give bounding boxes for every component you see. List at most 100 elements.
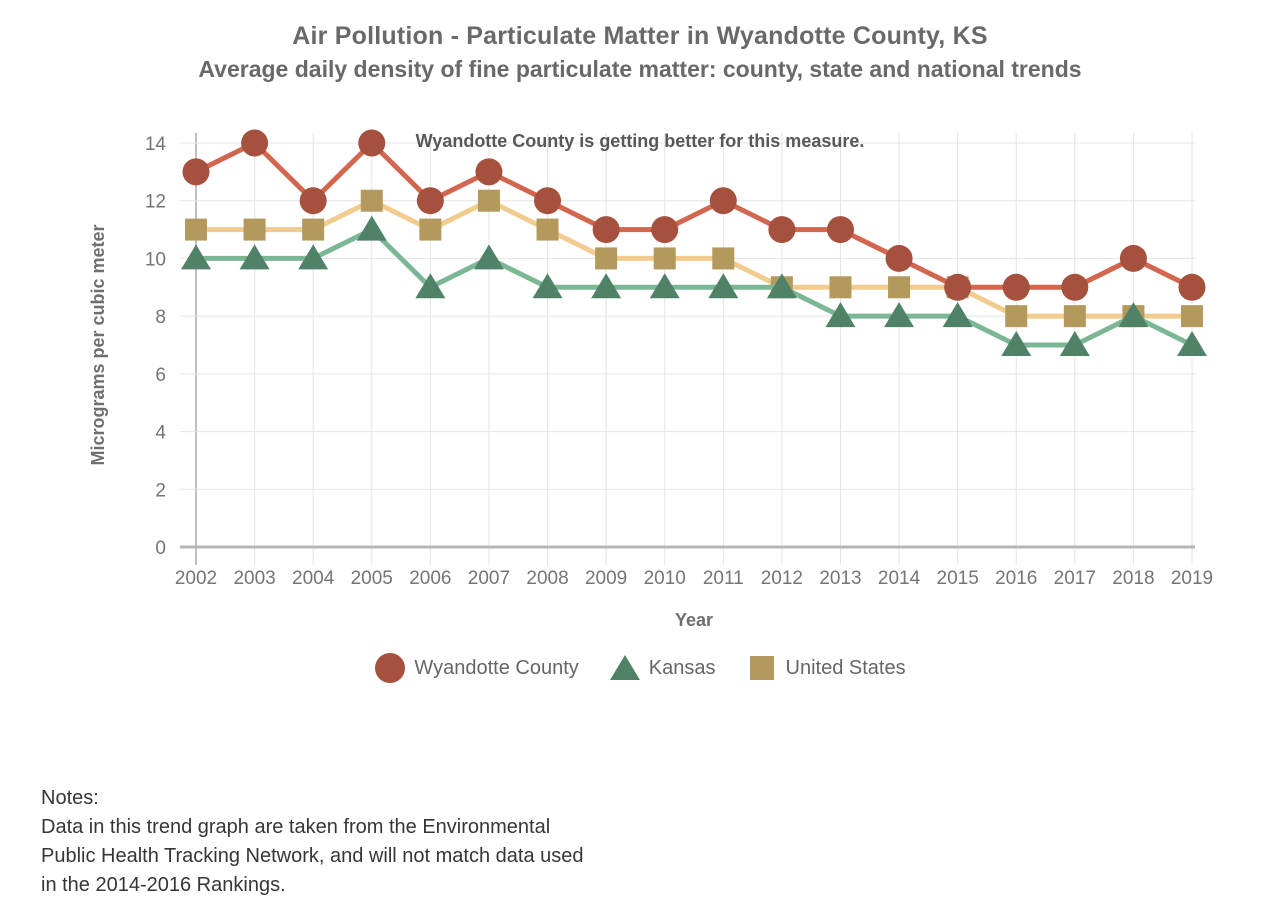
data-point-wyandotte-county [944, 273, 972, 301]
chart-legend: Wyandotte County Kansas United States [0, 646, 1280, 690]
x-tick-label: 2002 [175, 568, 217, 589]
data-point-kansas [473, 244, 504, 270]
data-point-wyandotte-county [182, 158, 210, 186]
data-point-wyandotte-county [592, 216, 620, 244]
y-tick-label: 12 [145, 192, 166, 213]
data-point-wyandotte-county [768, 216, 796, 244]
data-point-kansas [1177, 331, 1207, 356]
notes-line: in the 2014-2016 Rankings. [41, 874, 286, 896]
data-point-wyandotte-county [299, 187, 327, 215]
data-point-united-states [302, 218, 325, 241]
x-tick-label: 2007 [468, 568, 510, 589]
data-point-kansas [766, 273, 797, 299]
data-point-wyandotte-county [416, 187, 444, 215]
x-tick-label: 2008 [526, 568, 568, 589]
legend-item-kansas: Kansas [609, 652, 716, 684]
y-axis-title: Micrograms per cubic meter [88, 224, 108, 465]
data-point-kansas [825, 302, 856, 328]
data-point-united-states [712, 247, 735, 270]
data-point-wyandotte-county [1061, 273, 1089, 301]
legend-square-marker-icon [749, 656, 774, 680]
data-point-wyandotte-county [1119, 244, 1147, 272]
data-point-wyandotte-county [475, 158, 503, 186]
data-point-united-states [360, 189, 383, 212]
y-tick-label: 8 [155, 307, 166, 328]
x-tick-label: 2014 [878, 568, 921, 589]
data-point-kansas [1118, 302, 1149, 328]
data-point-wyandotte-county [826, 216, 854, 244]
data-point-kansas [239, 244, 270, 270]
data-point-united-states [536, 218, 559, 241]
x-tick-label: 2010 [644, 568, 686, 589]
data-point-kansas [532, 273, 563, 299]
trend-line-chart: 0 2 4 6 8 10 12 14 2002 2003 2004 2005 2006 2007 2008 2… [88, 129, 1213, 630]
y-tick-label: 10 [145, 249, 166, 270]
notes-line: Data in this trend graph are taken from … [41, 816, 551, 838]
legend-circle-marker-shape [375, 653, 406, 683]
legend-square-marker-shape [749, 656, 774, 680]
legend-circle-marker-icon [375, 653, 406, 683]
data-point-wyandotte-county [241, 129, 269, 157]
data-point-kansas [1059, 331, 1090, 356]
data-point-united-states [477, 189, 500, 212]
x-tick-label: 2005 [351, 568, 393, 589]
data-point-united-states [1181, 305, 1203, 328]
data-point-kansas [415, 273, 446, 299]
data-point-kansas [181, 244, 211, 270]
legend-item-united-states: United States [746, 652, 906, 684]
data-point-kansas [591, 273, 622, 299]
x-tick-label: 2015 [937, 568, 979, 589]
data-point-wyandotte-county [709, 187, 737, 215]
legend-label-wyandotte-county: Wyandotte County [414, 656, 579, 679]
notes-line: Public Health Tracking Network, and will… [41, 845, 584, 867]
data-point-united-states [243, 218, 266, 241]
legend-triangle-marker-shape [609, 655, 640, 680]
notes-heading: Notes: [41, 787, 99, 809]
legend-triangle-marker-icon [609, 655, 640, 680]
data-point-united-states [595, 247, 618, 270]
data-point-wyandotte-county [651, 216, 679, 244]
data-point-wyandotte-county [1178, 273, 1206, 301]
x-tick-label: 2003 [233, 568, 275, 589]
data-point-kansas [1001, 331, 1032, 356]
x-tick-label: 2009 [585, 568, 627, 589]
data-point-united-states [653, 247, 676, 270]
x-tick-label: 2012 [761, 568, 803, 589]
data-point-kansas [649, 273, 680, 299]
data-point-kansas [942, 302, 973, 328]
legend-label-kansas: Kansas [648, 656, 716, 679]
y-tick-label: 0 [155, 538, 166, 559]
data-point-wyandotte-county [534, 187, 562, 215]
data-point-united-states [1005, 305, 1028, 328]
data-point-united-states [419, 218, 442, 241]
notes-block: Notes: Data in this trend graph are take… [41, 784, 584, 900]
data-point-kansas [298, 244, 329, 270]
chart-annotation: Wyandotte County is getting better for t… [416, 131, 865, 151]
x-tick-label: 2006 [409, 568, 451, 589]
y-tick-label: 4 [155, 423, 166, 444]
data-point-united-states [1063, 305, 1086, 328]
data-point-kansas [884, 302, 915, 328]
data-point-united-states [185, 218, 207, 241]
data-point-wyandotte-county [1002, 273, 1030, 301]
data-point-united-states [829, 276, 852, 299]
y-tick-label: 2 [155, 480, 166, 501]
data-point-united-states [888, 276, 911, 299]
chart-subtitle: Average daily density of fine particulat… [198, 56, 1082, 82]
x-tick-label: 2004 [292, 568, 335, 589]
legend-item-wyandotte-county: Wyandotte County [374, 652, 579, 684]
x-tick-label: 2011 [703, 568, 744, 589]
x-axis-title: Year [675, 610, 713, 630]
x-tick-label: 2013 [819, 568, 861, 589]
data-point-wyandotte-county [358, 129, 386, 157]
data-point-wyandotte-county [885, 244, 913, 272]
x-tick-label: 2017 [1054, 568, 1096, 589]
x-tick-label: 2019 [1171, 568, 1213, 589]
x-tick-label: 2016 [995, 568, 1037, 589]
legend-label-united-states: United States [785, 656, 906, 679]
y-tick-label: 6 [155, 365, 166, 386]
chart-title: Air Pollution - Particulate Matter in Wy… [292, 22, 988, 50]
x-tick-label: 2018 [1112, 568, 1154, 589]
data-point-kansas [356, 215, 387, 241]
